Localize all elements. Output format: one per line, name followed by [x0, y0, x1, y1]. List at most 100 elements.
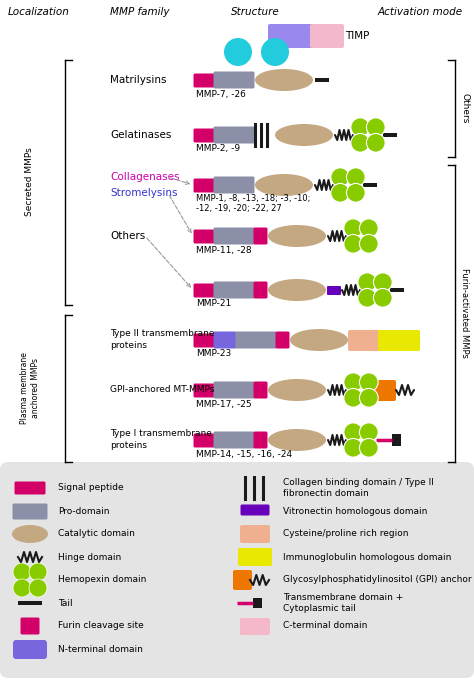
Circle shape: [261, 38, 289, 66]
FancyBboxPatch shape: [213, 381, 255, 398]
Ellipse shape: [275, 124, 333, 146]
Text: Others: Others: [110, 231, 145, 241]
FancyBboxPatch shape: [238, 548, 272, 566]
Text: Localization: Localization: [8, 7, 70, 17]
Text: Transmembrane domain +
Cytoplasmic tail: Transmembrane domain + Cytoplasmic tail: [283, 593, 403, 613]
FancyBboxPatch shape: [310, 24, 344, 48]
Circle shape: [351, 118, 370, 137]
Circle shape: [366, 133, 385, 152]
Ellipse shape: [255, 174, 313, 196]
Text: Gelatinases: Gelatinases: [110, 130, 172, 140]
Text: -12, -19, -20; -22, 27: -12, -19, -20; -22, 27: [196, 204, 282, 214]
FancyBboxPatch shape: [240, 618, 270, 635]
Text: Collagenases: Collagenases: [110, 172, 180, 182]
Circle shape: [13, 563, 31, 581]
FancyBboxPatch shape: [193, 383, 215, 398]
Circle shape: [358, 273, 376, 291]
Text: Vitronectin homologous domain: Vitronectin homologous domain: [283, 507, 428, 516]
Bar: [315, 78, 329, 82]
FancyBboxPatch shape: [13, 640, 47, 659]
Text: MMP-2, -9: MMP-2, -9: [196, 144, 240, 153]
Ellipse shape: [255, 69, 313, 91]
Ellipse shape: [268, 225, 326, 247]
Text: MMP family: MMP family: [110, 7, 170, 17]
FancyBboxPatch shape: [193, 74, 215, 87]
Circle shape: [344, 388, 363, 407]
FancyBboxPatch shape: [233, 570, 252, 590]
Circle shape: [346, 183, 365, 202]
Bar: [363, 183, 377, 187]
FancyBboxPatch shape: [193, 334, 215, 347]
Text: Collagen binding domain / Type II
fibronectin domain: Collagen binding domain / Type II fibron…: [283, 478, 434, 498]
Ellipse shape: [268, 429, 326, 451]
FancyBboxPatch shape: [213, 432, 255, 449]
FancyBboxPatch shape: [213, 281, 255, 298]
FancyBboxPatch shape: [15, 481, 46, 494]
Text: MMP-7, -26: MMP-7, -26: [196, 89, 246, 99]
FancyBboxPatch shape: [193, 129, 215, 142]
Text: Secreted MMPs: Secreted MMPs: [0, 680, 1, 681]
FancyBboxPatch shape: [348, 330, 380, 351]
Text: Secreted MMPs: Secreted MMPs: [26, 148, 35, 217]
Bar: [253, 598, 262, 608]
Text: Furin cleavage site: Furin cleavage site: [58, 622, 144, 631]
Circle shape: [346, 168, 365, 187]
Circle shape: [359, 219, 378, 238]
Circle shape: [344, 373, 363, 392]
Text: N-terminal domain: N-terminal domain: [58, 644, 143, 654]
Circle shape: [358, 289, 376, 307]
Text: Hemopexin domain: Hemopexin domain: [58, 575, 146, 584]
Bar: [383, 133, 397, 137]
Text: MMP-23: MMP-23: [196, 349, 231, 358]
Text: SH: SH: [232, 48, 244, 57]
Text: TIMP: TIMP: [345, 31, 369, 41]
FancyBboxPatch shape: [213, 72, 255, 89]
Circle shape: [359, 373, 378, 392]
FancyBboxPatch shape: [254, 432, 267, 449]
FancyBboxPatch shape: [213, 176, 255, 193]
Text: Structure: Structure: [231, 7, 279, 17]
FancyBboxPatch shape: [193, 434, 215, 447]
Ellipse shape: [12, 525, 48, 543]
Circle shape: [366, 118, 385, 137]
Circle shape: [344, 439, 363, 457]
Circle shape: [29, 579, 47, 597]
FancyBboxPatch shape: [213, 332, 237, 349]
Circle shape: [374, 273, 392, 291]
Text: Plasma membrane
anchored MMPs: Plasma membrane anchored MMPs: [20, 352, 40, 424]
FancyBboxPatch shape: [378, 330, 420, 351]
Ellipse shape: [268, 379, 326, 401]
Text: Tail: Tail: [58, 599, 73, 607]
Text: proteins: proteins: [110, 341, 147, 351]
Circle shape: [359, 423, 378, 441]
FancyBboxPatch shape: [193, 178, 215, 193]
Text: MMP-1, -8, -13, -18; -3, -10;: MMP-1, -8, -13, -18; -3, -10;: [196, 195, 310, 204]
FancyBboxPatch shape: [240, 505, 270, 516]
Circle shape: [331, 183, 349, 202]
Text: Zn²⁺: Zn²⁺: [266, 48, 284, 57]
Text: Hinge domain: Hinge domain: [58, 552, 121, 562]
Text: Activation mode: Activation mode: [377, 7, 463, 17]
Circle shape: [374, 289, 392, 307]
FancyBboxPatch shape: [193, 283, 215, 298]
Bar: [18, 601, 42, 605]
FancyBboxPatch shape: [275, 332, 290, 349]
FancyBboxPatch shape: [193, 229, 215, 244]
Circle shape: [344, 219, 363, 238]
Text: Type II transmembrane: Type II transmembrane: [110, 330, 215, 338]
Circle shape: [331, 168, 349, 187]
Ellipse shape: [290, 329, 348, 351]
Circle shape: [359, 234, 378, 253]
Circle shape: [344, 423, 363, 441]
Text: Catalytic domain: Catalytic domain: [58, 530, 135, 539]
FancyBboxPatch shape: [240, 525, 270, 543]
FancyBboxPatch shape: [254, 227, 267, 244]
Text: Signal peptide: Signal peptide: [58, 484, 124, 492]
Text: MMP-21: MMP-21: [196, 300, 231, 308]
Text: proteins: proteins: [110, 441, 147, 451]
FancyBboxPatch shape: [254, 381, 267, 398]
FancyBboxPatch shape: [374, 380, 396, 401]
FancyBboxPatch shape: [12, 503, 47, 520]
Circle shape: [359, 388, 378, 407]
FancyBboxPatch shape: [327, 286, 341, 295]
